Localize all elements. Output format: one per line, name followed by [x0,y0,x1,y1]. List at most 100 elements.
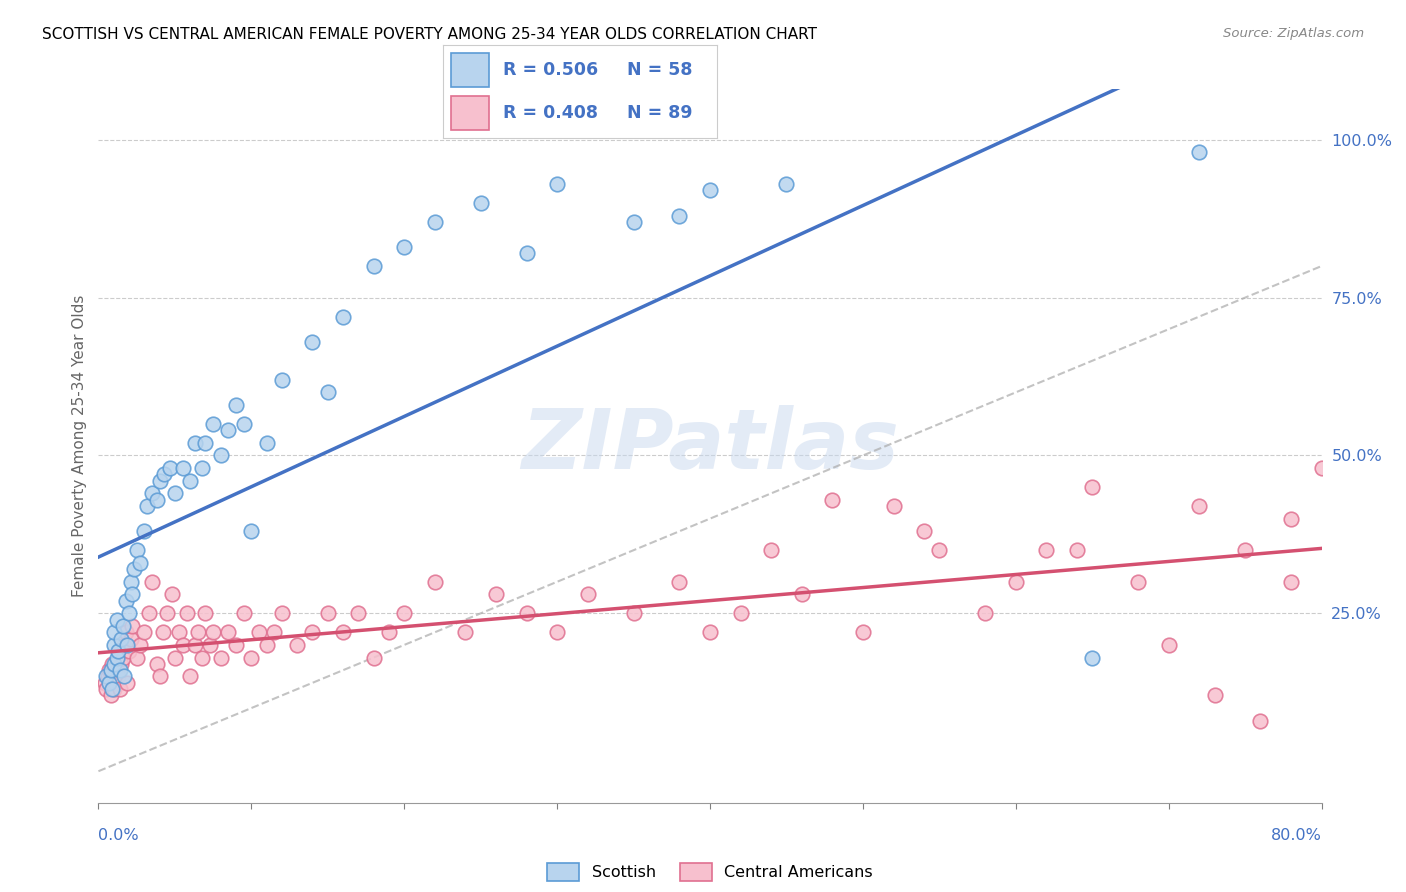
Point [118,644,141,658]
Point [454,625,477,640]
Point [179,474,201,488]
Point [790,587,813,601]
Point [104,675,127,690]
Point [141,574,163,589]
Point [105,663,128,677]
Point [202,417,225,431]
Point [108,663,131,677]
Point [1279,511,1302,525]
Point [623,607,645,621]
Point [1004,574,1026,589]
Point [1081,480,1104,494]
Point [1188,145,1211,160]
Point [187,625,209,640]
Bar [451,53,489,87]
Point [225,398,247,412]
Point [153,467,176,482]
Point [93,675,115,690]
Point [974,607,997,621]
Point [141,486,163,500]
Point [152,625,174,640]
Point [176,607,198,621]
Point [1249,714,1271,728]
Point [852,625,875,640]
Point [149,474,172,488]
Point [928,543,950,558]
Point [240,524,263,539]
Point [332,625,354,640]
Point [668,574,690,589]
Point [217,625,239,640]
Point [149,669,172,683]
Point [821,492,844,507]
Point [121,619,143,633]
Point [316,607,339,621]
Point [100,689,122,703]
Point [209,449,232,463]
Point [108,682,131,697]
Point [191,461,214,475]
Point [217,423,239,437]
Point [301,625,323,640]
Point [576,587,599,601]
Point [156,607,179,621]
Point [120,632,142,646]
Point [883,499,905,513]
Point [240,650,263,665]
Point [347,607,370,621]
Point [172,461,194,475]
Point [1157,638,1180,652]
Point [363,259,385,273]
Point [270,607,292,621]
Point [1128,574,1150,589]
Point [232,607,254,621]
Point [134,625,156,640]
Point [107,669,129,683]
Point [118,607,141,621]
Point [1279,574,1302,589]
Point [668,209,690,223]
Point [138,607,160,621]
Point [112,638,135,652]
Point [516,607,538,621]
Point [423,574,446,589]
Y-axis label: Female Poverty Among 25-34 Year Olds: Female Poverty Among 25-34 Year Olds [72,295,87,597]
Point [775,177,797,191]
Point [103,657,125,671]
Point [516,246,538,260]
Point [97,669,120,683]
Point [1188,499,1211,513]
Text: SCOTTISH VS CENTRAL AMERICAN FEMALE POVERTY AMONG 25-34 YEAR OLDS CORRELATION CH: SCOTTISH VS CENTRAL AMERICAN FEMALE POVE… [42,27,817,42]
Point [103,625,125,640]
Point [546,177,568,191]
Point [107,644,129,658]
Point [122,562,145,576]
Point [163,486,186,500]
Text: R = 0.408: R = 0.408 [503,104,598,122]
Point [194,435,217,450]
Point [623,215,645,229]
Point [209,650,232,665]
Point [105,613,128,627]
Point [184,435,207,450]
Point [134,524,156,539]
Point [145,492,167,507]
Point [263,625,285,640]
Point [1081,650,1104,665]
Point [94,682,117,697]
Point [110,632,132,646]
Point [470,195,492,210]
Point [121,587,143,601]
Point [172,638,194,652]
Point [117,675,139,690]
Point [101,682,124,697]
Point [699,625,721,640]
Point [101,657,124,671]
Point [256,638,278,652]
Point [423,215,446,229]
Point [485,587,508,601]
Text: 80.0%: 80.0% [1271,828,1322,843]
Point [111,650,134,665]
Point [125,543,148,558]
Point [332,310,354,324]
